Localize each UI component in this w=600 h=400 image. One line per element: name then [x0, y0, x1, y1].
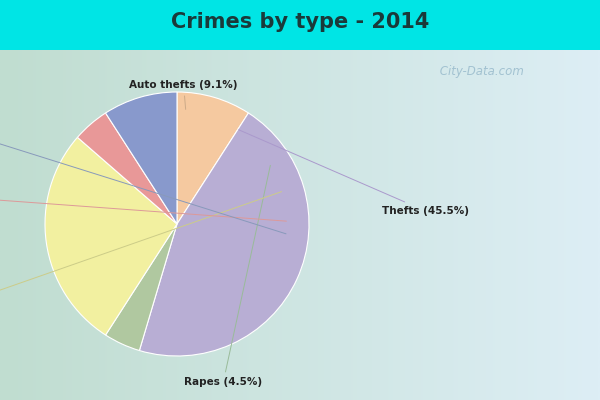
Text: City-Data.com: City-Data.com	[436, 66, 524, 78]
Text: Burglaries (27.3%): Burglaries (27.3%)	[0, 192, 281, 315]
Wedge shape	[106, 92, 177, 224]
Wedge shape	[177, 92, 248, 224]
Wedge shape	[77, 113, 177, 224]
Text: Auto thefts (9.1%): Auto thefts (9.1%)	[130, 80, 238, 109]
Wedge shape	[139, 113, 309, 356]
Text: Robberies (4.5%): Robberies (4.5%)	[0, 190, 286, 221]
Wedge shape	[106, 224, 177, 350]
Text: Assaults (9.1%): Assaults (9.1%)	[0, 120, 286, 234]
Text: Thefts (45.5%): Thefts (45.5%)	[239, 130, 469, 216]
Wedge shape	[45, 137, 177, 335]
Text: Rapes (4.5%): Rapes (4.5%)	[184, 165, 271, 388]
Text: Crimes by type - 2014: Crimes by type - 2014	[171, 12, 429, 32]
